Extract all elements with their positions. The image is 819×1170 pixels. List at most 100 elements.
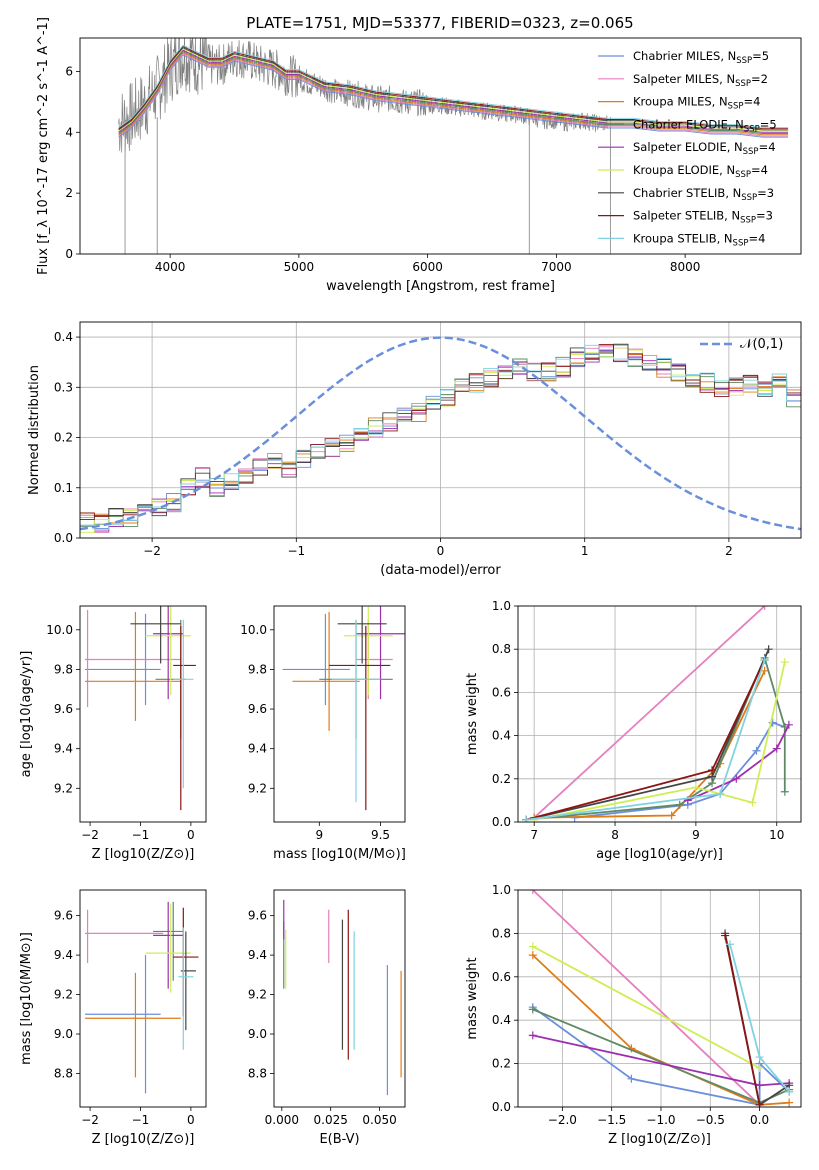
weight-age-marker-chabrier-elodie	[780, 787, 789, 796]
mass-z-ytick-label: 9.6	[54, 909, 73, 923]
weight-age-xtick-label: 10	[769, 828, 784, 842]
weight-age-line-salpeter-elodie	[687, 724, 790, 802]
age-mass-ytick-label: 9.6	[248, 702, 267, 716]
weight-age-xtick-label: 7	[530, 828, 538, 842]
weight-z-marker-kroupa-elodie	[528, 942, 537, 951]
legend-label-salpeter-miles: Salpeter MILES, NSSP=2	[633, 72, 768, 89]
weight-age-marker-kroupa-stelib	[760, 656, 769, 664]
residuals-xtick-label: −1	[287, 544, 305, 558]
residuals-ytick-label: 0.0	[54, 531, 73, 545]
spectrum-frame	[79, 37, 802, 255]
mass-z-ytick-label: 9.0	[54, 1027, 73, 1041]
spectrum-xlabel: wavelength [Angstrom, rest frame]	[326, 279, 555, 294]
spectrum-xtick-label: 8000	[670, 260, 701, 274]
age-mass-ytick-label: 9.2	[248, 781, 267, 795]
age-z-panel	[76, 605, 207, 826]
spectrum-ytick-label: 4	[65, 125, 73, 139]
legend-label-kroupa-elodie: Kroupa ELODIE, NSSP=4	[633, 163, 768, 180]
weight-age-ytick-label: 1.0	[492, 599, 511, 613]
weight-age-marker-salpeter-stelib	[708, 766, 717, 775]
weight-z-line-kroupa-elodie	[532, 945, 761, 1069]
weight-age-panel	[514, 605, 802, 826]
weight-age-ytick-label: 0.8	[492, 642, 511, 656]
residuals-ytick-label: 0.3	[54, 380, 73, 394]
mass-z-ytick-label: 8.8	[54, 1066, 73, 1080]
residuals-xtick-label: 2	[725, 544, 733, 558]
spectrum-plot-area	[118, 38, 789, 254]
age-mass-xlabel: mass [log10(M/M⊙)]	[273, 847, 406, 862]
weight-z-marker-salpeter-elodie	[755, 1081, 764, 1090]
spectrum-xtick-label: 7000	[541, 260, 572, 274]
weight-age-marker-salpeter-elodie	[732, 774, 741, 783]
weight-age-marker-chabrier-elodie	[675, 800, 684, 809]
age-z-plot-area	[85, 606, 196, 811]
weight-z-line-salpeter-stelib	[724, 935, 761, 1105]
weight-age-marker-chabrier-miles	[752, 746, 761, 755]
weight-age-marker-chabrier-stelib	[764, 645, 773, 654]
weight-z-ylabel: mass weight	[465, 957, 480, 1039]
weight-z-panel	[514, 889, 802, 1111]
legend-label-chabrier-miles: Chabrier MILES, NSSP=5	[633, 49, 769, 66]
age-mass-plot-area	[282, 606, 405, 811]
weight-z-marker-kroupa-miles	[785, 1098, 794, 1107]
mass-ebv-panel	[270, 889, 406, 1111]
weight-z-marker-chabrier-elodie	[528, 1005, 537, 1014]
weight-age-marker-kroupa-elodie	[691, 783, 700, 792]
mass-z-ytick-label: 9.4	[54, 948, 73, 962]
spectrum-model-kroupa-miles	[118, 52, 789, 136]
weight-z-plot-area	[528, 890, 794, 1107]
weight-z-xtick-label: −2.0	[548, 1113, 577, 1127]
residual-hist-kroupa-stelib	[80, 344, 801, 531]
weight-age-marker-kroupa-stelib	[716, 789, 725, 798]
residual-hist-chabrier-stelib	[80, 343, 801, 521]
mass-ebv-ytick-label: 9.4	[248, 948, 267, 962]
mass-z-panel	[76, 889, 207, 1111]
age-mass-xtick-label: 9	[315, 828, 323, 842]
mass-ebv-xtick-label: 0.025	[314, 1113, 348, 1127]
weight-z-xtick-label: 0.0	[750, 1113, 769, 1127]
legend-label-chabrier-stelib: Chabrier STELIB, NSSP=3	[633, 186, 774, 203]
weight-z-marker-salpeter-stelib	[755, 1100, 764, 1107]
mass-ebv-ytick-label: 9.6	[248, 909, 267, 923]
mass-ebv-frame	[273, 889, 406, 1108]
mass-ebv-xtick-label: 0.000	[265, 1113, 299, 1127]
weight-age-ylabel: mass weight	[465, 673, 480, 755]
legend-label-salpeter-elodie: Salpeter ELODIE, NSSP=4	[633, 140, 776, 157]
age-mass-ytick-label: 9.8	[248, 662, 267, 676]
weight-z-line-salpeter-miles	[532, 890, 761, 1106]
weight-age-line-chabrier-elodie	[526, 655, 786, 821]
legend-label-kroupa-stelib: Kroupa STELIB, NSSP=4	[633, 231, 765, 248]
weight-z-xtick-label: −1.0	[646, 1113, 675, 1127]
spectrum-model-kroupa-stelib	[118, 44, 789, 128]
weight-z-marker-kroupa-elodie	[755, 1063, 764, 1072]
legend-label-chabrier-elodie: Chabrier ELODIE, NSSP=5	[633, 117, 777, 134]
weight-age-line-salpeter-miles	[533, 606, 766, 819]
spectrum-model-chabrier-miles	[118, 54, 789, 138]
spectrum-ytick-label: 6	[65, 64, 73, 78]
weight-age-marker-kroupa-elodie	[748, 798, 757, 807]
weight-z-marker-salpeter-stelib	[721, 931, 730, 940]
spectrum-model-kroupa-elodie	[118, 48, 789, 132]
mass-z-xlabel: Z [log10(Z/Z⊙)]	[92, 1132, 195, 1147]
residuals-frame	[79, 321, 802, 539]
age-z-ytick-label: 9.6	[54, 702, 73, 716]
spectrum-ytick-label: 2	[65, 186, 73, 200]
mass-ebv-xtick-label: 0.050	[362, 1113, 396, 1127]
spectrum-xtick-label: 4000	[155, 260, 186, 274]
weight-z-frame	[517, 889, 802, 1108]
residuals-panel	[76, 321, 802, 542]
weight-z-ytick-label: 0.6	[492, 970, 511, 984]
mass-z-xtick-label: 0	[187, 1113, 195, 1127]
mass-z-ytick-label: 9.2	[54, 988, 73, 1002]
weight-z-ytick-label: 0.2	[492, 1057, 511, 1071]
mass-ebv-ytick-label: 9.2	[248, 988, 267, 1002]
legend-label-salpeter-stelib: Salpeter STELIB, NSSP=3	[633, 209, 773, 226]
age-mass-frame	[273, 605, 406, 823]
residuals-ytick-label: 0.2	[54, 431, 73, 445]
mass-z-plot-area	[85, 901, 199, 1094]
mass-ebv-ytick-label: 9.0	[248, 1027, 267, 1041]
spectrum-model-chabrier-stelib	[118, 47, 789, 131]
legend-label-kroupa-miles: Kroupa MILES, NSSP=4	[633, 95, 760, 112]
